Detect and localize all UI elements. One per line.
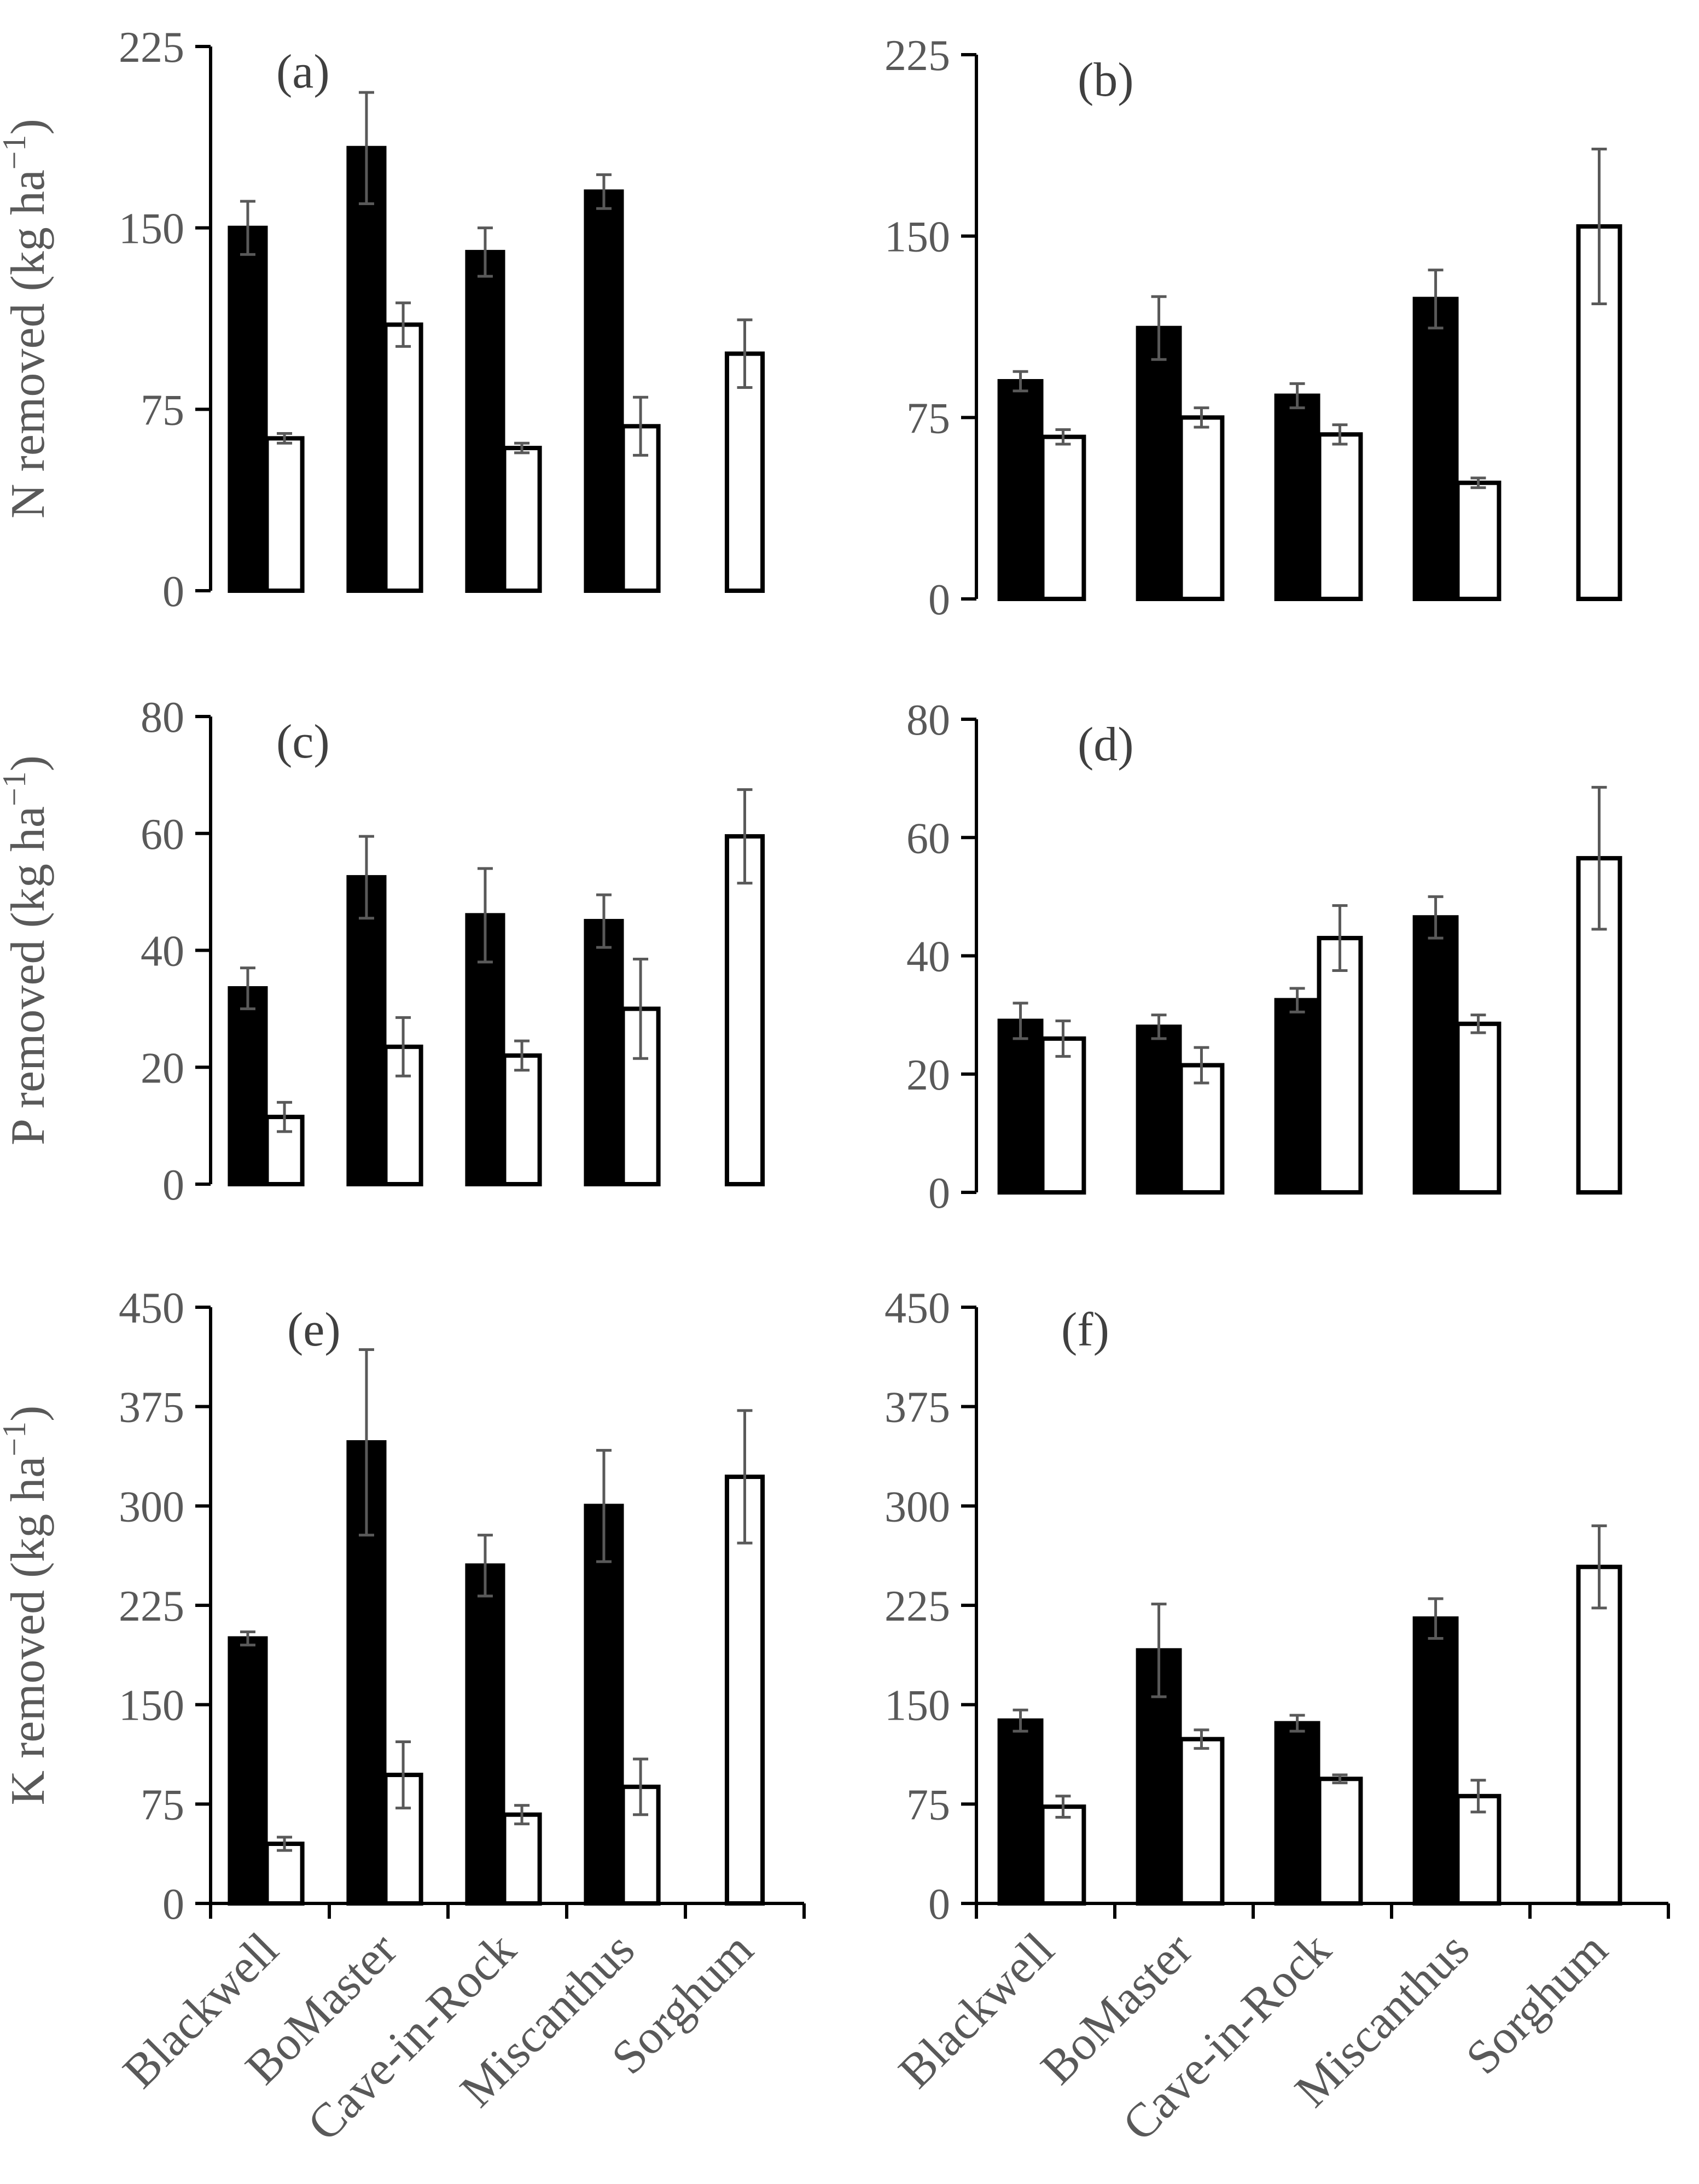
bar-dark-blackwell bbox=[228, 1636, 268, 1906]
panel-label: (e) bbox=[287, 1303, 341, 1356]
y-tick-label: 150 bbox=[885, 213, 950, 261]
y-tick-label: 80 bbox=[906, 696, 950, 744]
y-axis-label-text: removed (kg ha bbox=[2, 806, 55, 1120]
bar-dark-blackwell bbox=[997, 1718, 1044, 1906]
bar-light-cave-in-rock bbox=[502, 1812, 542, 1906]
y-tick-label: 75 bbox=[141, 386, 184, 434]
bar-light-cave-in-rock bbox=[1317, 1777, 1363, 1906]
y-tick-label: 0 bbox=[928, 1880, 950, 1929]
bar-dark-miscanthus bbox=[1412, 1616, 1459, 1906]
bar-dark-miscanthus bbox=[584, 1504, 624, 1906]
bar-light-sorghum bbox=[1576, 1564, 1622, 1906]
y-axis-label-superscript: −1 bbox=[0, 1422, 32, 1457]
y-tick-label: 0 bbox=[162, 1880, 184, 1929]
y-tick-label: 60 bbox=[141, 811, 184, 859]
panel-label: (f) bbox=[1061, 1303, 1109, 1356]
panel-label: (c) bbox=[276, 715, 330, 768]
y-tick-label: 225 bbox=[885, 1582, 950, 1630]
y-tick-label: 450 bbox=[119, 1284, 184, 1332]
bar-dark-bomaster bbox=[346, 875, 387, 1186]
y-axis-label-nutrient: N bbox=[2, 484, 55, 519]
y-tick-label: 75 bbox=[906, 1781, 950, 1829]
panel-label: (d) bbox=[1078, 718, 1134, 771]
bar-light-sorghum bbox=[724, 351, 765, 593]
bar-light-cave-in-rock bbox=[502, 446, 542, 593]
y-tick-label: 150 bbox=[885, 1682, 950, 1730]
bar-dark-cave-in-rock bbox=[1274, 998, 1320, 1195]
panel-c: 0 20 40 60 80 (c) P removed (kg ha−1) bbox=[0, 694, 765, 1209]
bar-light-cave-in-rock bbox=[1317, 432, 1363, 601]
bar-dark-bomaster bbox=[346, 145, 387, 593]
bar-dark-cave-in-rock bbox=[465, 1563, 505, 1906]
y-tick-label: 0 bbox=[162, 568, 184, 616]
y-tick-label: 375 bbox=[119, 1384, 184, 1432]
y-axis-label-nutrient: K bbox=[2, 1771, 55, 1806]
y-tick-label: 75 bbox=[141, 1781, 184, 1829]
y-tick-label: 60 bbox=[906, 814, 950, 863]
bar-light-cave-in-rock bbox=[1317, 936, 1363, 1195]
bar-dark-blackwell bbox=[997, 1018, 1044, 1195]
bar-light-bomaster bbox=[383, 322, 423, 593]
y-tick-label: 0 bbox=[928, 1169, 950, 1218]
bar-dark-miscanthus bbox=[584, 919, 624, 1186]
y-axis-label-superscript: −1 bbox=[0, 135, 32, 170]
y-tick-label: 150 bbox=[119, 1682, 184, 1730]
y-axis-label-superscript: −1 bbox=[0, 771, 32, 806]
y-axis-label: P removed (kg ha−1) bbox=[0, 755, 55, 1145]
y-axis-label-close: ) bbox=[2, 119, 55, 135]
y-tick-label: 75 bbox=[906, 394, 950, 442]
bar-dark-blackwell bbox=[997, 379, 1044, 601]
y-tick-label: 450 bbox=[885, 1284, 950, 1332]
y-tick-label: 150 bbox=[119, 205, 184, 253]
y-tick-label: 20 bbox=[141, 1044, 184, 1092]
bar-dark-blackwell bbox=[228, 986, 268, 1186]
y-axis-label-nutrient: P bbox=[2, 1120, 55, 1145]
bar-dark-miscanthus bbox=[1412, 296, 1459, 601]
y-tick-label: 225 bbox=[119, 1582, 184, 1630]
bar-dark-cave-in-rock bbox=[1274, 393, 1320, 601]
bar-light-bomaster bbox=[1178, 1737, 1225, 1906]
bar-light-blackwell bbox=[1040, 434, 1086, 601]
y-axis-label-text: removed (kg ha bbox=[2, 1457, 55, 1771]
panel-d: 0 20 40 60 80 (d) bbox=[906, 696, 1622, 1218]
y-axis-label-text: removed (kg ha bbox=[2, 170, 55, 484]
bar-dark-bomaster bbox=[1136, 1024, 1182, 1195]
y-tick-label: 225 bbox=[119, 24, 184, 72]
bar-light-blackwell bbox=[264, 1842, 305, 1906]
bar-dark-cave-in-rock bbox=[1274, 1721, 1320, 1906]
bar-dark-cave-in-rock bbox=[465, 249, 505, 593]
y-tick-label: 20 bbox=[906, 1051, 950, 1099]
y-tick-label: 40 bbox=[906, 933, 950, 981]
bar-light-blackwell bbox=[1040, 1036, 1086, 1195]
y-tick-label: 300 bbox=[885, 1483, 950, 1531]
bar-dark-blackwell bbox=[228, 225, 268, 593]
panel-label: (a) bbox=[276, 45, 330, 98]
y-tick-label: 225 bbox=[885, 32, 950, 80]
y-tick-label: 80 bbox=[141, 694, 184, 742]
bar-light-miscanthus bbox=[1455, 1021, 1502, 1195]
panel-a: 0 75 150 225 (a) N removed (kg ha−1) bbox=[0, 24, 765, 616]
panel-b: 0 75 150 225 (b) bbox=[885, 32, 1622, 624]
y-axis-label-close: ) bbox=[2, 755, 55, 771]
y-tick-label: 40 bbox=[141, 928, 184, 976]
y-tick-label: 300 bbox=[119, 1483, 184, 1531]
bar-dark-miscanthus bbox=[1412, 915, 1459, 1195]
y-axis-label: N removed (kg ha−1) bbox=[0, 119, 55, 519]
y-axis-label-close: ) bbox=[2, 1406, 55, 1422]
y-tick-label: 0 bbox=[162, 1161, 184, 1209]
bar-light-sorghum bbox=[724, 1475, 765, 1906]
bar-light-cave-in-rock bbox=[502, 1053, 542, 1186]
panel-label: (b) bbox=[1078, 54, 1134, 107]
bar-light-bomaster bbox=[1178, 415, 1225, 601]
bar-light-blackwell bbox=[1040, 1804, 1086, 1906]
bar-dark-bomaster bbox=[1136, 325, 1182, 601]
y-tick-label: 0 bbox=[928, 576, 950, 624]
y-tick-label: 375 bbox=[885, 1384, 950, 1432]
y-axis-label: K removed (kg ha−1) bbox=[0, 1406, 55, 1806]
bar-light-blackwell bbox=[264, 436, 305, 593]
bar-light-miscanthus bbox=[1455, 480, 1502, 601]
bar-light-sorghum bbox=[724, 834, 765, 1186]
bar-dark-miscanthus bbox=[584, 189, 624, 593]
